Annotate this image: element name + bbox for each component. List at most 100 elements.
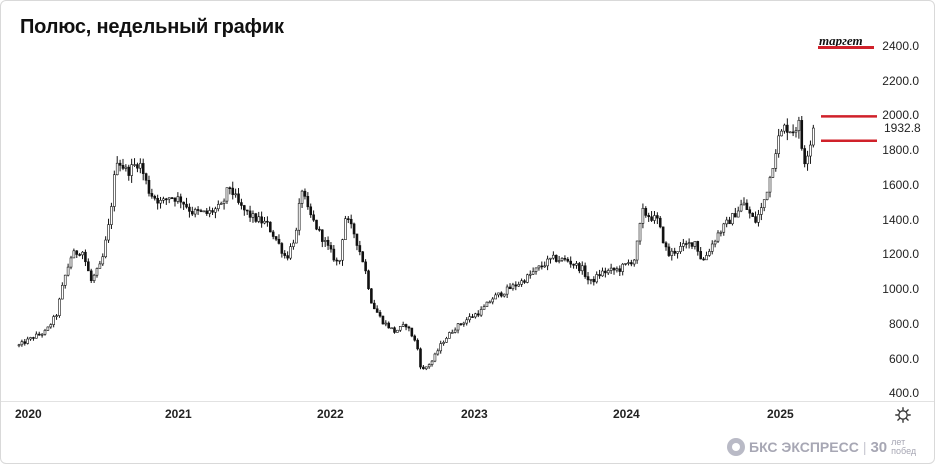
candle-body bbox=[214, 208, 217, 213]
candle-body bbox=[757, 214, 760, 223]
candle-body bbox=[777, 135, 780, 154]
candle-body bbox=[121, 165, 125, 169]
candle-body bbox=[289, 246, 292, 259]
candle-body bbox=[658, 217, 662, 228]
gear-icon[interactable] bbox=[895, 407, 911, 423]
candle-body bbox=[786, 124, 789, 133]
candle-body bbox=[165, 198, 168, 201]
candle-body bbox=[598, 274, 601, 277]
candle-body bbox=[647, 215, 650, 218]
candle-body bbox=[217, 204, 220, 210]
candle-body bbox=[410, 327, 414, 337]
candle-body bbox=[208, 210, 211, 214]
candle-body bbox=[92, 274, 96, 281]
candle-body bbox=[352, 223, 356, 235]
candle-body bbox=[586, 276, 590, 281]
chart-title: Полюс, недельный график bbox=[20, 16, 284, 38]
candle-body bbox=[448, 332, 451, 339]
candle-body bbox=[390, 327, 393, 330]
candle-body bbox=[115, 162, 119, 176]
candle-body bbox=[361, 251, 365, 263]
candle-body bbox=[110, 206, 113, 225]
candle-body bbox=[84, 251, 87, 263]
candle-body bbox=[502, 293, 506, 297]
candle-body bbox=[205, 210, 209, 214]
candle-body bbox=[228, 187, 232, 189]
candle-body bbox=[762, 199, 766, 208]
candle-body bbox=[511, 284, 515, 290]
candle-body bbox=[396, 329, 399, 333]
bks-logo-icon bbox=[727, 438, 745, 456]
candle-body bbox=[240, 202, 243, 206]
candle-body bbox=[482, 306, 486, 310]
candle-body bbox=[710, 243, 714, 252]
candle-body bbox=[372, 302, 376, 310]
candle-body bbox=[173, 197, 177, 202]
candle-body bbox=[294, 229, 298, 244]
candle-body bbox=[378, 312, 382, 317]
candle-body bbox=[557, 260, 561, 262]
candle-body bbox=[358, 245, 362, 253]
candle-body bbox=[398, 326, 402, 331]
candle-body bbox=[341, 239, 344, 261]
candle-body bbox=[468, 316, 471, 321]
candle-body bbox=[783, 124, 786, 132]
candle-body bbox=[254, 213, 258, 222]
candle-body bbox=[806, 155, 809, 165]
candle-body bbox=[387, 322, 391, 329]
candle-body bbox=[575, 263, 578, 266]
candle-body bbox=[323, 240, 327, 242]
candle-body bbox=[234, 193, 237, 196]
candle-body bbox=[705, 255, 708, 261]
brand-jubilee-number: 30 bbox=[870, 438, 888, 456]
candle-body bbox=[754, 216, 757, 223]
candle-body bbox=[78, 254, 81, 256]
candle-body bbox=[771, 168, 775, 178]
candle-body bbox=[419, 348, 422, 368]
candle-body bbox=[95, 268, 99, 276]
candle-body bbox=[690, 242, 694, 247]
candle-body bbox=[653, 215, 656, 221]
candle-body bbox=[130, 164, 133, 176]
x-tick-label-2021: 2021 bbox=[165, 407, 192, 421]
candle-body bbox=[326, 240, 330, 246]
candle-body bbox=[630, 262, 633, 265]
candle-body bbox=[713, 240, 717, 245]
candle-body bbox=[497, 292, 500, 296]
candle-body bbox=[335, 259, 339, 262]
candle-body bbox=[17, 344, 21, 347]
candle-body bbox=[442, 342, 445, 344]
candle-body bbox=[49, 324, 53, 328]
candle-body bbox=[595, 274, 598, 283]
candle-body bbox=[283, 253, 287, 256]
candle-body bbox=[144, 173, 148, 181]
candle-body bbox=[624, 263, 627, 265]
candle-body bbox=[364, 261, 367, 272]
candle-body bbox=[185, 203, 188, 208]
candle-body bbox=[199, 210, 203, 212]
y-tick-label-2200: 2200.0 bbox=[882, 74, 919, 88]
candle-body bbox=[656, 215, 659, 219]
target-label: таргет bbox=[819, 33, 863, 48]
candle-body bbox=[794, 130, 798, 133]
candle-body bbox=[153, 196, 157, 199]
candle-body bbox=[26, 338, 29, 344]
candle-body bbox=[87, 261, 90, 272]
brand-divider: | bbox=[862, 439, 867, 455]
candle-body bbox=[760, 207, 763, 215]
candle-body bbox=[188, 206, 191, 212]
x-tick-label-2025: 2025 bbox=[767, 407, 794, 421]
candle-body bbox=[679, 246, 682, 252]
candle-body bbox=[150, 193, 154, 197]
candle-body bbox=[162, 198, 165, 201]
candle-body bbox=[589, 278, 593, 281]
candle-body bbox=[433, 353, 437, 362]
candle-body bbox=[416, 339, 419, 350]
x-axis-separator bbox=[1, 401, 934, 402]
candle-body bbox=[540, 265, 544, 268]
candle-body bbox=[147, 180, 151, 194]
candle-body bbox=[774, 153, 778, 169]
x-tick-label-2020: 2020 bbox=[15, 407, 42, 421]
candle-body bbox=[23, 341, 27, 344]
y-tick-label-1200: 1200.0 bbox=[882, 247, 919, 261]
